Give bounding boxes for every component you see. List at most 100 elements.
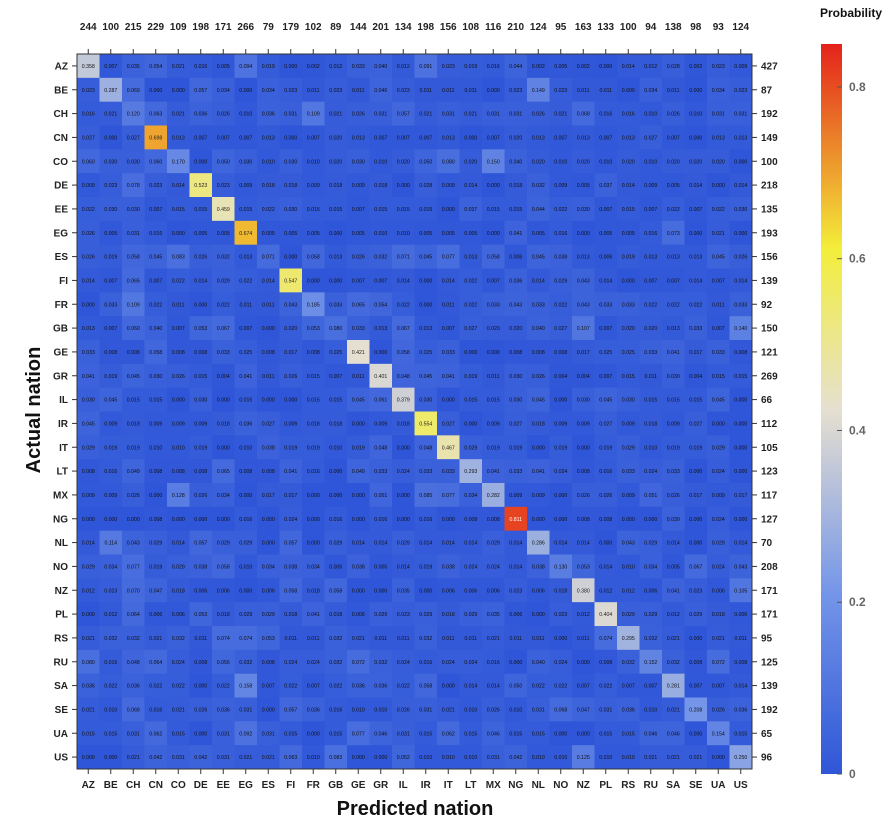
heatmap-cell <box>639 673 663 698</box>
column-total-label: 144 <box>350 22 367 33</box>
cell-value-label: 0.014 <box>172 183 185 189</box>
cell-value-label: 0.000 <box>577 660 590 666</box>
heatmap-cell <box>572 459 595 484</box>
cell-value-label: 0.067 <box>217 326 230 332</box>
cell-value-label: 0.010 <box>239 445 252 451</box>
heatmap-cell <box>279 602 303 627</box>
cell-value-label: 0.000 <box>172 398 185 404</box>
heatmap-cell <box>662 125 685 150</box>
cell-value-label: 0.021 <box>172 64 185 70</box>
heatmap-cell <box>77 697 100 722</box>
cell-value-label: 0.008 <box>194 660 207 666</box>
heatmap-cell <box>392 316 415 341</box>
cell-value-label: 0.002 <box>577 64 590 70</box>
cell-value-label: 0.000 <box>307 517 320 523</box>
cell-value-label: 0.019 <box>149 564 162 570</box>
cell-value-label: 0.459 <box>217 207 230 213</box>
cell-value-label: 0.007 <box>712 326 725 332</box>
cell-value-label: 0.000 <box>734 421 747 427</box>
cell-value-label: 0.008 <box>599 660 612 666</box>
heatmap-cell <box>437 673 460 698</box>
heatmap-cell <box>549 602 573 627</box>
heatmap-cell <box>99 268 123 293</box>
heatmap-cell <box>167 626 190 651</box>
cell-value-label: 0.070 <box>127 588 140 594</box>
heatmap-cell <box>302 387 325 412</box>
heatmap-cell <box>167 54 190 79</box>
heatmap-cell <box>279 483 303 508</box>
heatmap-cell <box>324 435 348 460</box>
cell-value-label: 0.064 <box>127 612 140 618</box>
heatmap-cell <box>189 721 213 746</box>
row-total-label: 139 <box>761 276 778 287</box>
cell-value-label: 0.030 <box>352 159 365 165</box>
cell-value-label: 0.007 <box>194 135 207 141</box>
heatmap-cell <box>459 554 483 579</box>
heatmap-cell <box>594 649 618 675</box>
heatmap-cell <box>77 244 100 269</box>
heatmap-cell <box>662 363 685 389</box>
cell-value-label: 0.033 <box>622 469 635 475</box>
cell-value-label: 0.033 <box>352 326 365 332</box>
cell-value-label: 0.023 <box>734 88 747 94</box>
cell-value-label: 0.032 <box>622 660 635 666</box>
heatmap-cell <box>302 268 325 293</box>
heatmap-cell <box>594 125 618 150</box>
heatmap-cell <box>707 363 730 389</box>
heatmap-cell <box>77 268 100 293</box>
cell-value-label: 0.000 <box>419 302 432 308</box>
heatmap-cell <box>482 649 505 675</box>
cell-value-label: 0.014 <box>734 278 747 284</box>
heatmap-cell <box>234 125 258 150</box>
heatmap-cell <box>279 340 303 365</box>
heatmap-cell <box>122 530 145 555</box>
cell-value-label: 0.000 <box>149 88 162 94</box>
heatmap-cell <box>257 459 280 484</box>
heatmap-cell <box>414 578 438 603</box>
heatmap-cell <box>189 173 213 198</box>
heatmap-cell <box>212 387 235 412</box>
column-total-label: 198 <box>417 22 434 33</box>
heatmap-cell <box>324 483 348 508</box>
heatmap-cell <box>144 220 168 246</box>
heatmap-cell <box>504 54 528 79</box>
heatmap-cell <box>639 387 663 412</box>
cell-value-label: 0.065 <box>127 278 140 284</box>
heatmap-cell <box>144 411 168 436</box>
heatmap-cell <box>482 244 505 269</box>
cell-value-label: 0.554 <box>419 421 432 427</box>
cell-value-label: 0.014 <box>352 541 365 547</box>
cell-value-label: 0.005 <box>667 564 680 570</box>
x-tick-label: FR <box>307 780 321 791</box>
heatmap-cell <box>549 173 573 198</box>
cell-value-label: 0.014 <box>667 541 680 547</box>
cell-value-label: 0.033 <box>104 302 117 308</box>
cell-value-label: 0.000 <box>397 183 410 189</box>
heatmap-cell <box>99 77 123 103</box>
heatmap-cell <box>639 244 663 269</box>
heatmap-cell <box>459 101 483 126</box>
heatmap-cell <box>549 530 573 555</box>
cell-value-label: 0.009 <box>734 64 747 70</box>
heatmap-cell <box>572 649 595 675</box>
cell-value-label: 0.083 <box>172 255 185 261</box>
heatmap-cell <box>572 411 595 436</box>
cell-value-label: 0.000 <box>622 278 635 284</box>
y-tick-label: NG <box>53 514 68 525</box>
cell-value-label: 0.056 <box>217 660 230 666</box>
cell-value-label: 0.011 <box>442 88 455 94</box>
cell-value-label: 0.026 <box>172 374 185 380</box>
cell-value-label: 0.014 <box>734 541 747 547</box>
heatmap-cell <box>77 197 100 222</box>
cell-value-label: 0.029 <box>262 612 275 618</box>
cell-value-label: 0.045 <box>599 398 612 404</box>
row-total-label: 95 <box>761 633 773 644</box>
cell-value-label: 0.024 <box>284 517 297 523</box>
cell-value-label: 0.015 <box>329 731 342 737</box>
heatmap-cell <box>572 506 595 532</box>
column-total-label: 116 <box>485 22 502 33</box>
cell-value-label: 0.005 <box>352 231 365 237</box>
y-axis-title: Actual nation <box>23 347 45 474</box>
heatmap-cell <box>414 125 438 150</box>
